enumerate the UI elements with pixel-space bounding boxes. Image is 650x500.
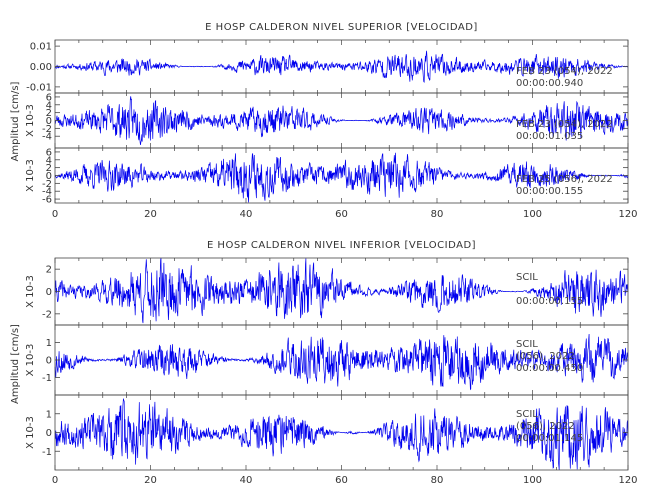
y-tick-label: 6 (46, 92, 52, 103)
y-tick-label: -2 (42, 124, 52, 135)
trace-annotation: SCIL (516, 272, 538, 283)
trace-annotation: 00:00:00.450 (516, 363, 583, 374)
x-tick-label: 40 (240, 209, 253, 220)
waveform-trace (54, 152, 629, 203)
y-tick-label: -2 (42, 179, 52, 190)
x-tick-label: 60 (335, 209, 348, 220)
trace-annotation: (056), 2022 (516, 351, 575, 362)
trace-annotation: SCIL (516, 409, 538, 420)
y-multiplier-label: X 10-3 (25, 104, 36, 137)
y-multiplier-label: X 10-3 (25, 344, 36, 377)
waveform-trace (54, 333, 629, 391)
y-multiplier-label: X 10-3 (25, 416, 36, 449)
y-axis-label: Amplitud [cm/s] (10, 81, 21, 161)
y-tick-label: 2 (46, 108, 52, 119)
trace-annotation: SCIL (516, 339, 538, 350)
x-tick-label: 120 (618, 209, 637, 220)
x-tick-label: 0 (52, 209, 58, 220)
y-tick-label: 4 (46, 155, 52, 166)
x-tick-label: 120 (618, 475, 637, 486)
y-tick-label: -1 (42, 447, 52, 458)
y-tick-label: 0.00 (30, 62, 52, 73)
y-tick-label: -1 (42, 373, 52, 384)
y-multiplier-label: X 10-3 (25, 275, 36, 308)
y-tick-label: 1 (46, 409, 52, 420)
y-tick-label: 0 (46, 356, 52, 367)
trace-annotation: FEB 23 (054), 2022 (516, 119, 613, 130)
x-tick-label: 100 (523, 209, 542, 220)
x-tick-label: 100 (523, 475, 542, 486)
trace-annotation: 00:00:00.940 (516, 78, 583, 89)
y-tick-label: 2 (46, 163, 52, 174)
y-tick-label: -4 (42, 132, 52, 143)
trace-annotation: 00:00:00.155 (516, 186, 583, 197)
y-axis-label: Amplitud [cm/s] (10, 324, 21, 404)
x-tick-label: 60 (335, 475, 348, 486)
y-tick-label: 0.01 (30, 42, 52, 53)
y-tick-label: 1 (46, 338, 52, 349)
y-tick-label: 0 (46, 116, 52, 127)
trace-annotation: FEB 25 (056), 2022 (516, 174, 613, 185)
trace-annotation: 00:00:01.145 (516, 433, 583, 444)
x-tick-label: 40 (240, 475, 253, 486)
waveform-trace (54, 50, 629, 83)
y-tick-label: 4 (46, 100, 52, 111)
x-tick-label: 20 (144, 475, 157, 486)
trace-annotation: (056), 2022 (516, 421, 575, 432)
chart-title: E HOSP CALDERON NIVEL SUPERIOR [VELOCIDA… (205, 22, 478, 33)
waveform-trace (54, 96, 629, 145)
y-tick-label: 2 (46, 265, 52, 276)
y-tick-label: 6 (46, 147, 52, 158)
y-tick-label: 0 (46, 428, 52, 439)
x-tick-label: 20 (144, 209, 157, 220)
trace-annotation: 00:00:00.155 (516, 296, 583, 307)
chart-title: E HOSP CALDERON NIVEL INFERIOR [VELOCIDA… (207, 240, 476, 251)
trace-annotation: FEB 23 (054), 2022 (516, 66, 613, 77)
y-tick-label: 0 (46, 287, 52, 298)
waveform-trace (54, 398, 629, 471)
x-tick-label: 0 (52, 475, 58, 486)
y-tick-label: 0 (46, 171, 52, 182)
y-tick-label: -4 (42, 187, 52, 198)
y-tick-label: -6 (42, 195, 52, 206)
y-tick-label: -0.01 (26, 82, 52, 93)
y-multiplier-label: X 10-3 (25, 159, 36, 192)
y-tick-label: -2 (42, 309, 52, 320)
x-tick-label: 80 (431, 475, 444, 486)
trace-annotation: 00:00:01.035 (516, 131, 583, 142)
x-tick-label: 80 (431, 209, 444, 220)
waveform-trace (54, 257, 629, 324)
